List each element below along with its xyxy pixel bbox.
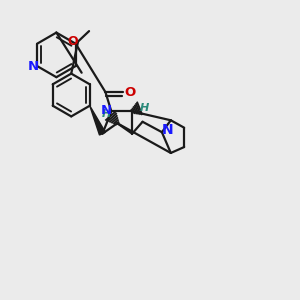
Text: N: N (100, 104, 112, 117)
Text: N: N (161, 123, 173, 137)
Polygon shape (90, 106, 105, 135)
Text: N: N (28, 59, 39, 73)
Text: H: H (140, 103, 149, 113)
Text: H: H (101, 109, 111, 119)
Text: O: O (124, 85, 135, 98)
Text: O: O (68, 35, 78, 48)
